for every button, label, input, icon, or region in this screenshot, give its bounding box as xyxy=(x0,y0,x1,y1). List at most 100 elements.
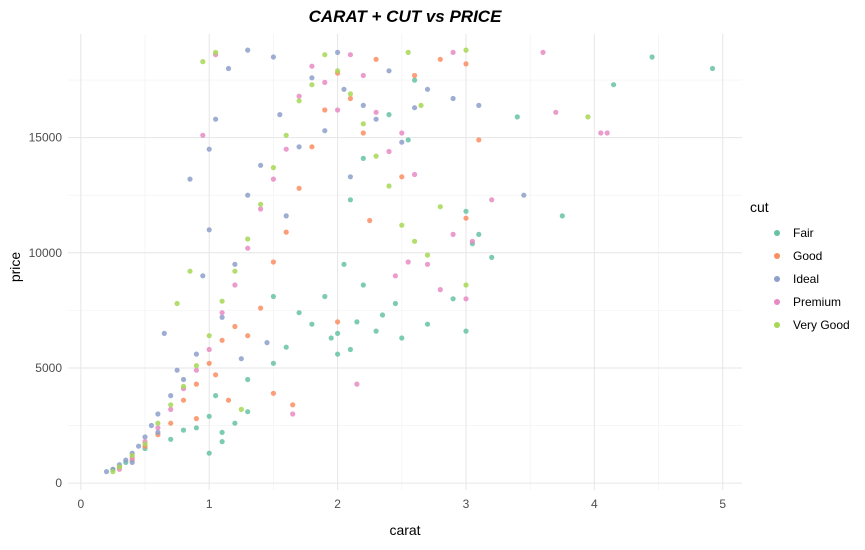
data-point xyxy=(553,109,559,115)
data-point xyxy=(245,333,251,339)
data-point xyxy=(392,273,398,279)
data-point xyxy=(238,356,244,362)
data-point xyxy=(424,252,431,258)
data-point xyxy=(232,261,238,267)
data-point xyxy=(180,397,187,403)
data-point xyxy=(709,65,716,72)
data-point xyxy=(309,63,315,69)
data-point xyxy=(213,116,219,122)
data-point xyxy=(213,393,219,399)
data-point xyxy=(424,86,431,92)
data-point xyxy=(649,54,655,60)
data-point xyxy=(296,144,302,150)
data-point xyxy=(412,238,418,244)
data-point xyxy=(296,93,302,99)
data-point xyxy=(412,77,418,83)
data-point xyxy=(354,319,360,325)
y-axis-title: price xyxy=(7,252,23,283)
legend-key xyxy=(774,230,780,236)
data-point xyxy=(373,328,379,334)
data-point xyxy=(283,132,289,138)
data-point xyxy=(405,259,411,265)
data-point xyxy=(155,425,161,431)
data-point xyxy=(270,259,276,265)
data-point xyxy=(437,204,443,210)
data-point xyxy=(213,49,219,56)
data-point xyxy=(521,192,527,198)
data-point xyxy=(463,47,469,53)
data-point xyxy=(129,459,135,465)
data-point xyxy=(463,282,469,288)
data-point xyxy=(245,236,251,242)
data-point xyxy=(238,406,244,412)
data-point xyxy=(322,107,328,113)
data-point xyxy=(245,409,251,415)
data-point xyxy=(270,54,276,60)
data-point xyxy=(206,146,212,152)
data-point xyxy=(386,112,392,118)
data-points xyxy=(103,47,716,475)
data-point xyxy=(335,319,341,325)
legend-label: Ideal xyxy=(793,272,819,286)
data-point xyxy=(341,86,347,92)
data-point xyxy=(219,439,225,445)
data-point xyxy=(232,420,238,426)
data-point xyxy=(296,185,302,191)
data-point xyxy=(200,59,206,65)
data-point xyxy=(193,367,199,373)
data-point xyxy=(379,312,386,318)
data-point xyxy=(277,112,283,118)
data-point xyxy=(200,273,206,279)
data-point xyxy=(283,213,289,219)
data-point xyxy=(206,450,212,456)
data-point xyxy=(174,367,180,373)
data-point xyxy=(335,107,341,113)
data-point xyxy=(367,217,373,224)
legend-label: Very Good xyxy=(793,318,850,332)
data-point xyxy=(373,56,379,62)
data-point xyxy=(206,360,212,366)
data-point xyxy=(450,231,456,237)
data-point xyxy=(373,116,379,122)
data-point xyxy=(412,171,418,178)
data-point xyxy=(611,82,617,88)
data-point xyxy=(386,148,392,155)
x-tick-label: 5 xyxy=(719,497,726,511)
data-point xyxy=(489,254,495,260)
data-point xyxy=(373,109,379,115)
data-point xyxy=(245,192,251,198)
legend-key xyxy=(774,322,780,328)
data-point xyxy=(463,296,469,302)
data-point xyxy=(116,464,122,470)
data-point xyxy=(424,261,431,267)
data-point xyxy=(219,314,225,320)
data-point xyxy=(386,68,392,74)
x-tick-label: 1 xyxy=(206,497,213,511)
data-point xyxy=(354,381,360,387)
data-point xyxy=(283,344,289,350)
data-point xyxy=(219,429,225,435)
data-point xyxy=(245,47,251,53)
data-point xyxy=(206,227,212,233)
data-point xyxy=(219,298,225,304)
data-point xyxy=(258,162,264,168)
data-point xyxy=(206,413,212,419)
data-point xyxy=(309,144,315,150)
x-axis-title: carat xyxy=(389,522,420,538)
x-tick-label: 0 xyxy=(77,497,84,511)
legend-label: Premium xyxy=(793,295,841,309)
data-point xyxy=(270,165,276,171)
data-point xyxy=(168,406,174,412)
data-point xyxy=(347,174,353,180)
legend-key xyxy=(774,253,780,259)
data-point xyxy=(309,321,315,327)
data-point xyxy=(180,376,187,383)
data-point xyxy=(335,330,341,336)
data-point xyxy=(322,79,328,85)
data-point xyxy=(168,393,174,399)
data-point xyxy=(328,335,334,341)
data-point xyxy=(604,130,610,136)
data-point xyxy=(309,75,315,81)
data-point xyxy=(225,65,232,72)
data-point xyxy=(193,416,199,422)
